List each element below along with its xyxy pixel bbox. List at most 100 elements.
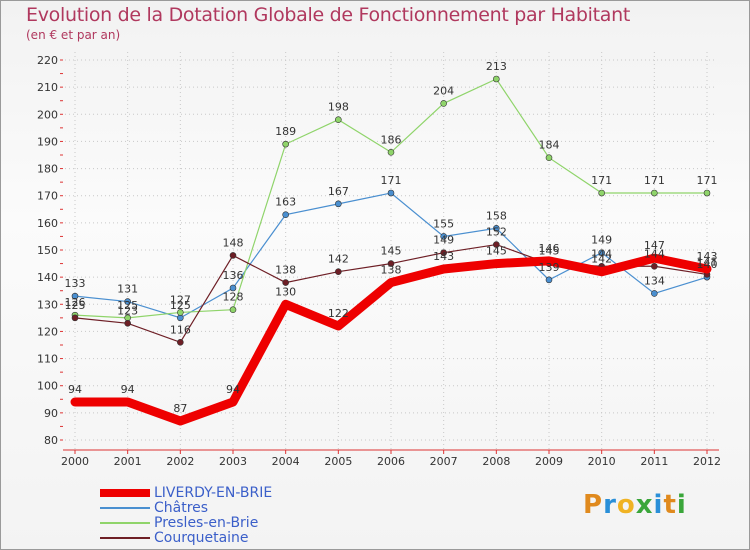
x-tick-label: 2007 xyxy=(430,455,458,468)
data-label-liverdy-en-brie: 94 xyxy=(68,383,82,396)
data-label-presles-en-brie: 171 xyxy=(697,174,718,187)
data-label-ch-tres: 158 xyxy=(486,209,507,222)
legend-swatch xyxy=(100,537,150,539)
logo-letter-r: r xyxy=(603,490,617,520)
x-tick-label: 2008 xyxy=(482,455,510,468)
x-tick-label: 2000 xyxy=(61,455,89,468)
data-label-courquetaine: 142 xyxy=(328,253,349,266)
data-label-presles-en-brie: 171 xyxy=(644,174,665,187)
data-label-courquetaine: 149 xyxy=(433,234,454,247)
data-point-courquetaine xyxy=(493,241,500,248)
data-point-courquetaine xyxy=(124,319,131,327)
data-point-courquetaine xyxy=(71,314,79,322)
data-point-courquetaine xyxy=(440,249,447,257)
data-label-courquetaine: 145 xyxy=(381,245,402,258)
data-label-ch-tres: 163 xyxy=(275,196,296,209)
series-group xyxy=(70,75,712,426)
x-tick-label: 2004 xyxy=(272,455,300,468)
y-tick-label: 180 xyxy=(37,163,58,176)
data-point-courquetaine xyxy=(387,260,395,267)
data-point-presles-en-brie xyxy=(703,189,711,197)
y-tick-label: 200 xyxy=(37,108,58,121)
x-tick-label: 2010 xyxy=(588,455,616,468)
data-point-ch-tres xyxy=(229,284,237,292)
data-label-presles-en-brie: 189 xyxy=(275,125,296,138)
data-point-liverdy-en-brie xyxy=(440,265,448,273)
data-label-ch-tres: 125 xyxy=(170,299,191,312)
data-point-presles-en-brie xyxy=(493,75,500,83)
y-tick-label: 190 xyxy=(37,135,58,148)
y-tick-label: 90 xyxy=(44,407,58,420)
data-point-presles-en-brie xyxy=(282,140,289,148)
data-label-ch-tres: 155 xyxy=(433,217,454,230)
data-point-presles-en-brie xyxy=(177,309,184,316)
data-point-courquetaine xyxy=(651,262,658,270)
data-label-courquetaine: 141 xyxy=(697,255,718,268)
data-label-presles-en-brie: 126 xyxy=(65,296,86,309)
legend-label: Presles-en-Brie xyxy=(154,515,259,531)
data-label-presles-en-brie: 127 xyxy=(170,293,191,306)
legend-swatch xyxy=(100,507,150,509)
data-label-liverdy-en-brie: 130 xyxy=(275,285,296,298)
y-tick-label: 160 xyxy=(37,217,58,230)
data-point-ch-tres xyxy=(493,224,500,232)
data-point-liverdy-en-brie xyxy=(703,265,711,273)
x-tick-label: 2012 xyxy=(693,455,721,468)
data-label-ch-tres: 171 xyxy=(381,174,402,187)
data-point-ch-tres xyxy=(440,233,447,240)
logo-letter-i2: i xyxy=(676,490,687,520)
data-label-presles-en-brie: 213 xyxy=(486,60,507,73)
data-label-presles-en-brie: 204 xyxy=(433,84,454,97)
data-label-ch-tres: 139 xyxy=(539,261,560,274)
data-label-liverdy-en-brie: 143 xyxy=(433,250,454,263)
chart-subtitle: (en € et par an) xyxy=(26,28,121,42)
data-point-liverdy-en-brie xyxy=(387,279,395,287)
data-point-liverdy-en-brie xyxy=(334,322,342,330)
grid xyxy=(65,52,717,450)
y-tick-label: 110 xyxy=(37,353,58,366)
data-point-ch-tres xyxy=(545,276,553,284)
data-label-courquetaine: 144 xyxy=(644,247,665,260)
y-tick-label: 80 xyxy=(44,434,58,447)
data-label-liverdy-en-brie: 122 xyxy=(328,307,349,320)
data-point-presles-en-brie xyxy=(387,148,395,156)
data-label-courquetaine: 116 xyxy=(170,323,191,336)
data-point-presles-en-brie xyxy=(229,306,237,314)
data-label-presles-en-brie: 184 xyxy=(539,139,560,152)
data-label-liverdy-en-brie: 147 xyxy=(644,239,665,252)
data-point-liverdy-en-brie xyxy=(492,260,500,268)
logo-letter-i1: i xyxy=(653,490,664,520)
data-label-ch-tres: 136 xyxy=(223,269,244,282)
data-label-ch-tres: 149 xyxy=(591,234,612,247)
data-label-courquetaine: 138 xyxy=(275,264,296,277)
legend-label: Châtres xyxy=(154,500,209,516)
data-point-ch-tres xyxy=(124,298,131,305)
data-point-ch-tres xyxy=(282,211,289,219)
data-label-ch-tres: 131 xyxy=(117,283,138,296)
data-label-liverdy-en-brie: 87 xyxy=(173,402,187,415)
data-point-ch-tres xyxy=(177,314,184,322)
data-label-presles-en-brie: 128 xyxy=(223,291,244,304)
data-point-ch-tres xyxy=(651,290,658,297)
data-label-ch-tres: 140 xyxy=(697,258,718,271)
chart-title: Evolution de la Dotation Globale de Fonc… xyxy=(26,4,631,26)
data-point-presles-en-brie xyxy=(545,154,553,162)
y-tick-label: 220 xyxy=(37,54,58,67)
data-label-liverdy-en-brie: 142 xyxy=(591,253,612,266)
legend-swatch xyxy=(100,489,150,497)
axes: 80 90 100 110 120 130 140 150 160 170 180 190 200 210… xyxy=(37,54,721,468)
legend-swatch xyxy=(100,522,150,524)
y-tick-label: 100 xyxy=(37,380,58,393)
data-point-liverdy-en-brie xyxy=(124,398,132,406)
data-point-liverdy-en-brie xyxy=(282,300,290,308)
data-point-courquetaine xyxy=(282,279,289,286)
data-point-presles-en-brie xyxy=(440,100,447,107)
data-point-courquetaine xyxy=(335,268,342,276)
data-label-ch-tres: 134 xyxy=(644,274,665,287)
y-tick-label: 210 xyxy=(37,81,58,94)
data-point-liverdy-en-brie xyxy=(650,254,658,262)
data-label-liverdy-en-brie: 145 xyxy=(486,245,507,258)
x-tick-label: 2001 xyxy=(114,455,142,468)
